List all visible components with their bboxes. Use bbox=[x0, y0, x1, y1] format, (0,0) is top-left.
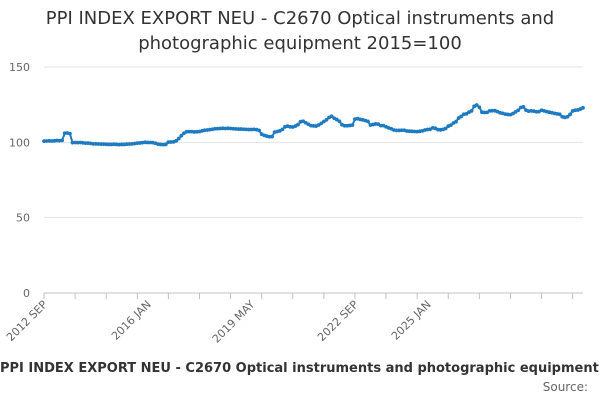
data-point[interactable] bbox=[179, 133, 184, 138]
y-tick-label: 150 bbox=[9, 61, 30, 74]
data-point[interactable] bbox=[145, 140, 150, 145]
y-tick-label: 50 bbox=[16, 212, 30, 225]
data-point[interactable] bbox=[521, 105, 526, 109]
data-point[interactable] bbox=[106, 142, 111, 147]
data-point[interactable] bbox=[337, 119, 342, 124]
chart-title: PPI INDEX EXPORT NEU - C2670 Optical ins… bbox=[0, 6, 600, 56]
x-axis: 2012 SEP 2016 JAN 2019 MAY 2022 SEP 2025 JAN bbox=[4, 293, 574, 346]
data-point[interactable] bbox=[257, 128, 261, 133]
data-point[interactable] bbox=[474, 103, 479, 107]
data-point[interactable] bbox=[448, 123, 453, 128]
data-point[interactable] bbox=[565, 114, 570, 119]
plot-area bbox=[42, 103, 585, 147]
data-point[interactable] bbox=[68, 131, 72, 136]
data-point[interactable] bbox=[557, 112, 562, 117]
data-point[interactable] bbox=[324, 117, 329, 122]
data-point[interactable] bbox=[60, 138, 65, 143]
chart-title-line-1: PPI INDEX EXPORT NEU - C2670 Optical ins… bbox=[45, 8, 555, 29]
y-tick-label: 0 bbox=[23, 287, 30, 300]
data-point[interactable] bbox=[296, 122, 300, 127]
y-axis: 0 50 100 150 bbox=[9, 61, 30, 300]
x-tick-label: 2019 MAY bbox=[210, 298, 258, 346]
data-point[interactable] bbox=[329, 114, 334, 119]
chart-caption: PPI INDEX EXPORT NEU - C2670 Optical ins… bbox=[0, 361, 600, 376]
data-point[interactable] bbox=[516, 108, 521, 113]
y-tick-label: 100 bbox=[9, 136, 30, 149]
x-tick-label: 2016 JAN bbox=[109, 298, 154, 343]
source-label: Source: bbox=[542, 380, 588, 394]
gridlines bbox=[44, 66, 583, 294]
data-point[interactable] bbox=[176, 136, 181, 141]
data-point[interactable] bbox=[469, 108, 474, 113]
data-point[interactable] bbox=[280, 127, 285, 132]
data-point[interactable] bbox=[366, 119, 370, 124]
data-point[interactable] bbox=[459, 114, 464, 119]
data-point[interactable] bbox=[581, 105, 585, 110]
data-point[interactable] bbox=[350, 123, 355, 128]
data-point[interactable] bbox=[443, 126, 448, 131]
data-point[interactable] bbox=[568, 112, 572, 117]
x-tick-label: 2012 SEP bbox=[4, 298, 50, 344]
chart-title-line-2: photographic equipment 2015=100 bbox=[138, 33, 462, 54]
data-point[interactable] bbox=[174, 138, 179, 143]
data-point[interactable] bbox=[477, 105, 482, 110]
data-point[interactable] bbox=[163, 142, 168, 147]
x-tick-label: 2022 SEP bbox=[315, 298, 361, 344]
data-point[interactable] bbox=[270, 134, 274, 139]
data-point[interactable] bbox=[454, 119, 458, 124]
x-tick-label: 2025 JAN bbox=[389, 298, 434, 343]
